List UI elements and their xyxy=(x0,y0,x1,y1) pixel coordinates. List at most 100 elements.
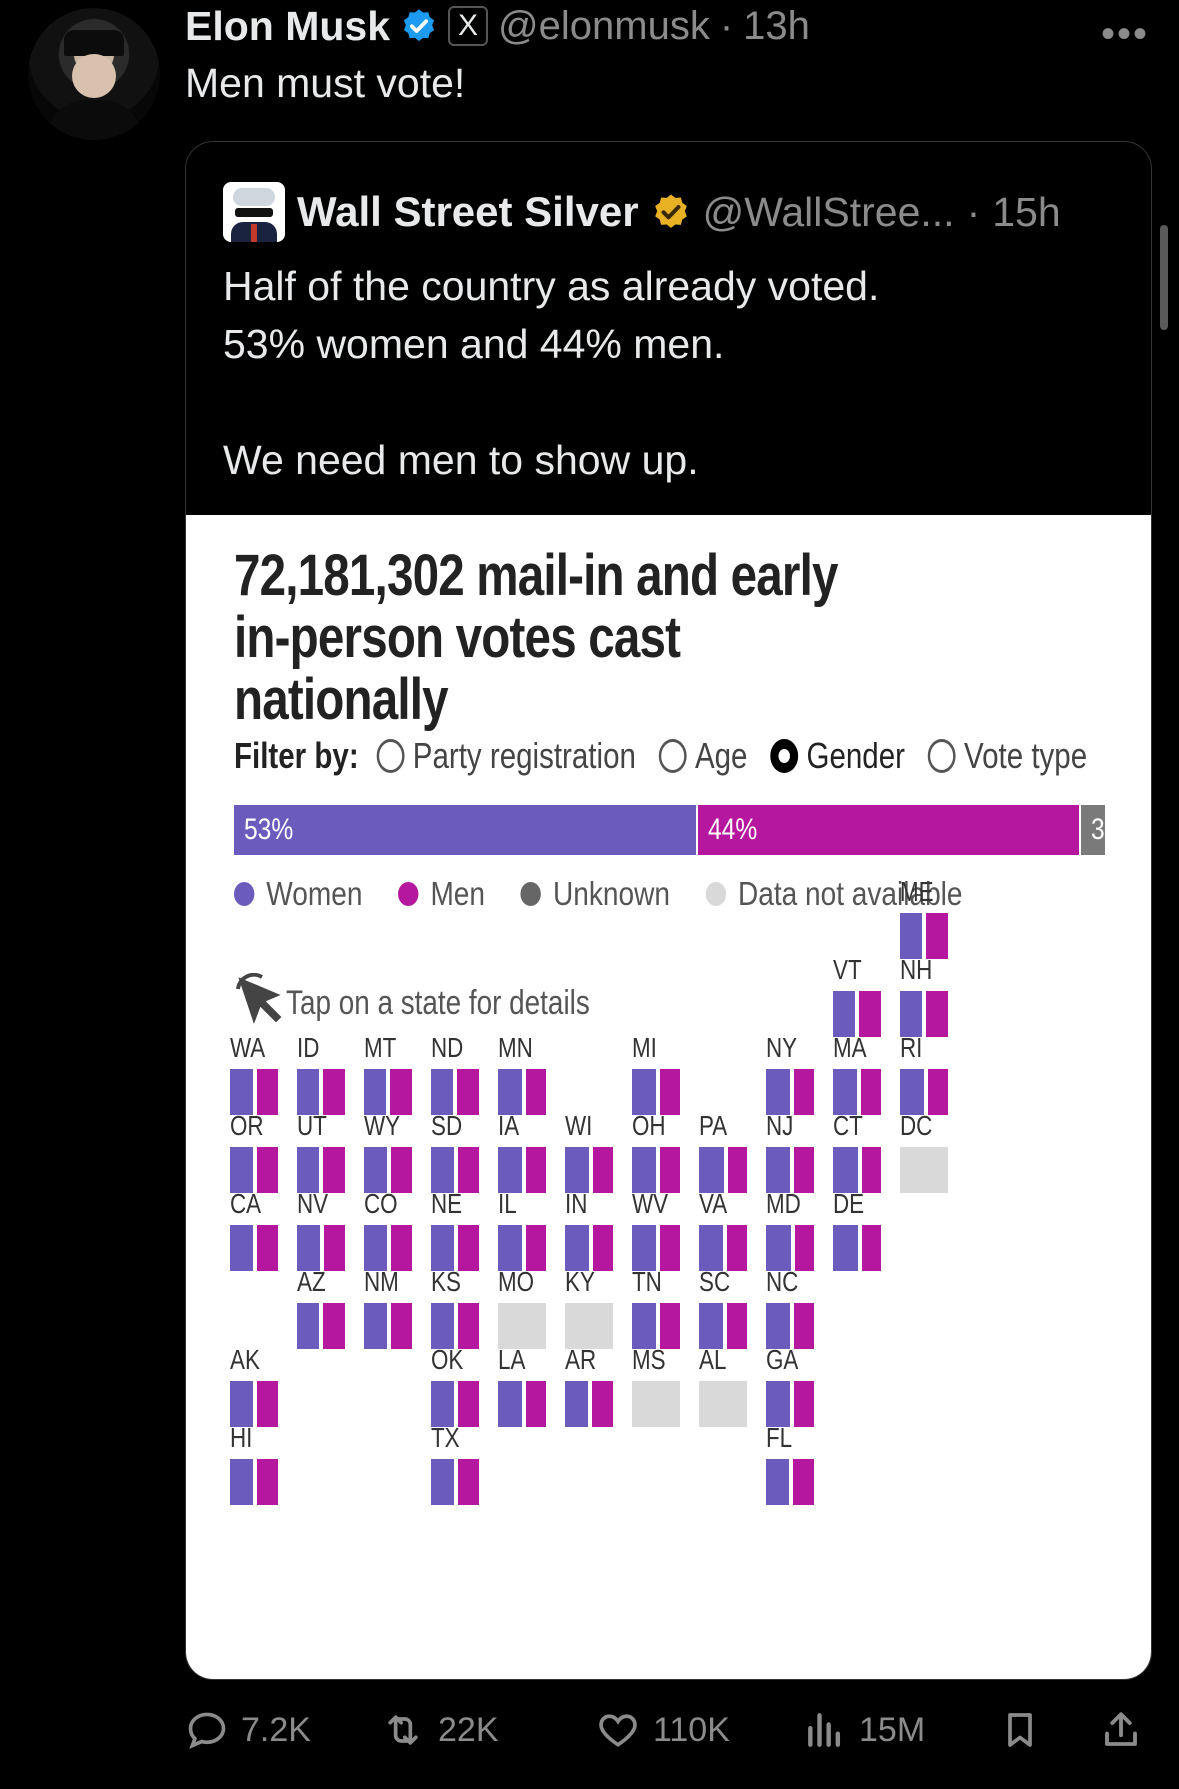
state-tile-in[interactable]: IN xyxy=(565,1189,613,1271)
state-tile-me[interactable]: ME xyxy=(900,877,948,959)
state-gender-bar xyxy=(699,1147,747,1193)
state-tile-oh[interactable]: OH xyxy=(632,1111,680,1193)
like-button[interactable]: 110K xyxy=(595,1700,730,1760)
state-tile-wa[interactable]: WA xyxy=(230,1033,278,1115)
state-tile-ct[interactable]: CT xyxy=(833,1111,881,1193)
state-abbr: MD xyxy=(766,1188,801,1219)
filter-option-vote-type[interactable]: Vote type xyxy=(927,735,1087,777)
state-tile-nc[interactable]: NC xyxy=(766,1267,814,1349)
women-share-segment xyxy=(766,1303,790,1349)
state-abbr: NY xyxy=(766,1032,798,1063)
state-tile-mn[interactable]: MN xyxy=(498,1033,546,1115)
state-tile-wi[interactable]: WI xyxy=(565,1111,613,1193)
segment-gap xyxy=(253,1459,257,1505)
tweet-time[interactable]: 13h xyxy=(743,3,810,48)
scrollbar[interactable] xyxy=(1160,225,1168,330)
state-abbr: MS xyxy=(632,1344,666,1375)
state-tile-vt[interactable]: VT xyxy=(833,955,881,1037)
state-tile-nh[interactable]: NH xyxy=(900,955,948,1037)
state-tile-ia[interactable]: IA xyxy=(498,1111,546,1193)
state-tile-ca[interactable]: CA xyxy=(230,1189,278,1271)
state-tile-ky[interactable]: KY xyxy=(565,1267,613,1349)
quoted-tweet[interactable]: Wall Street Silver @WallStree... · 15h H… xyxy=(185,141,1152,1680)
author-name[interactable]: Elon Musk xyxy=(185,2,391,49)
filter-option-label: Party registration xyxy=(412,735,636,776)
author-handle[interactable]: @elonmusk xyxy=(498,3,710,48)
state-gender-bar xyxy=(900,1069,948,1115)
state-tile-nm[interactable]: NM xyxy=(364,1267,412,1349)
state-tile-id[interactable]: ID xyxy=(297,1033,345,1115)
state-tile-fl[interactable]: FL xyxy=(766,1423,814,1505)
state-tile-ok[interactable]: OK xyxy=(431,1345,479,1427)
repost-button[interactable]: 22K xyxy=(380,1700,499,1760)
state-abbr: AK xyxy=(230,1344,260,1375)
bookmark-button[interactable] xyxy=(1000,1700,1040,1760)
state-tile-ak[interactable]: AK xyxy=(230,1345,278,1427)
state-tile-sc[interactable]: SC xyxy=(699,1267,747,1349)
state-tile-ne[interactable]: NE xyxy=(431,1189,479,1271)
state-tile-ma[interactable]: MA xyxy=(833,1033,881,1115)
quoted-author-name[interactable]: Wall Street Silver xyxy=(297,188,639,235)
state-tile-wv[interactable]: WV xyxy=(632,1189,680,1271)
tap-hint-text: Tap on a state for details xyxy=(286,983,590,1022)
women-share-segment xyxy=(498,1381,522,1427)
state-gender-bar xyxy=(230,1069,278,1115)
women-share-segment xyxy=(632,1303,656,1349)
state-tile-dc[interactable]: DC xyxy=(900,1111,948,1193)
quoted-author-avatar[interactable] xyxy=(223,182,285,242)
state-gender-bar xyxy=(297,1147,345,1193)
state-tile-ny[interactable]: NY xyxy=(766,1033,814,1115)
state-tile-ks[interactable]: KS xyxy=(431,1267,479,1349)
state-tile-sd[interactable]: SD xyxy=(431,1111,479,1193)
views-button[interactable]: 15M xyxy=(803,1700,925,1760)
state-tile-ga[interactable]: GA xyxy=(766,1345,814,1427)
state-tile-mi[interactable]: MI xyxy=(632,1033,680,1115)
state-tile-al[interactable]: AL xyxy=(699,1345,747,1427)
state-gender-bar xyxy=(833,1147,881,1193)
state-tile-mo[interactable]: MO xyxy=(498,1267,546,1349)
state-tile-ar[interactable]: AR xyxy=(565,1345,613,1427)
state-tile-nj[interactable]: NJ xyxy=(766,1111,814,1193)
state-tile-il[interactable]: IL xyxy=(498,1189,546,1271)
state-tile-pa[interactable]: PA xyxy=(699,1111,747,1193)
men-share-segment xyxy=(257,1381,278,1427)
state-tile-tx[interactable]: TX xyxy=(431,1423,479,1505)
quoted-avatar-tie xyxy=(251,224,257,242)
state-tile-wy[interactable]: WY xyxy=(364,1111,412,1193)
segment-gap xyxy=(922,913,926,959)
quoted-tweet-time[interactable]: 15h xyxy=(992,188,1061,235)
state-tile-md[interactable]: MD xyxy=(766,1189,814,1271)
men-share-segment xyxy=(794,1069,814,1115)
women-share-segment xyxy=(565,1381,588,1427)
state-tile-nv[interactable]: NV xyxy=(297,1189,345,1271)
more-options-icon[interactable]: ••• xyxy=(1100,12,1149,56)
state-tile-hi[interactable]: HI xyxy=(230,1423,278,1505)
state-tile-az[interactable]: AZ xyxy=(297,1267,345,1349)
state-tile-ri[interactable]: RI xyxy=(900,1033,948,1115)
state-tile-co[interactable]: CO xyxy=(364,1189,412,1271)
infographic-image[interactable]: 72,181,302 mail-in and early in-person v… xyxy=(186,515,1151,1679)
x-affiliation-icon: X xyxy=(448,6,489,46)
filter-option-age[interactable]: Age xyxy=(658,735,747,777)
state-abbr: MN xyxy=(498,1032,533,1063)
state-tile-la[interactable]: LA xyxy=(498,1345,546,1427)
men-share-segment xyxy=(794,1147,814,1193)
men-share-segment xyxy=(859,991,881,1037)
state-tile-tn[interactable]: TN xyxy=(632,1267,680,1349)
state-tile-ut[interactable]: UT xyxy=(297,1111,345,1193)
state-tile-nd[interactable]: ND xyxy=(431,1033,479,1115)
filter-option-gender[interactable]: Gender xyxy=(770,735,905,777)
share-button[interactable] xyxy=(1100,1700,1142,1760)
quoted-avatar-hair xyxy=(233,188,275,206)
reply-button[interactable]: 7.2K xyxy=(185,1700,311,1760)
quoted-author-handle[interactable]: @WallStree... xyxy=(702,188,955,235)
author-avatar[interactable] xyxy=(28,8,160,140)
state-gender-bar xyxy=(364,1069,412,1115)
state-tile-de[interactable]: DE xyxy=(833,1189,881,1271)
state-tile-or[interactable]: OR xyxy=(230,1111,278,1193)
state-tile-ms[interactable]: MS xyxy=(632,1345,680,1427)
state-tile-va[interactable]: VA xyxy=(699,1189,747,1271)
filter-option-party[interactable]: Party registration xyxy=(376,735,636,777)
segment-gap xyxy=(454,1459,458,1505)
state-tile-mt[interactable]: MT xyxy=(364,1033,412,1115)
